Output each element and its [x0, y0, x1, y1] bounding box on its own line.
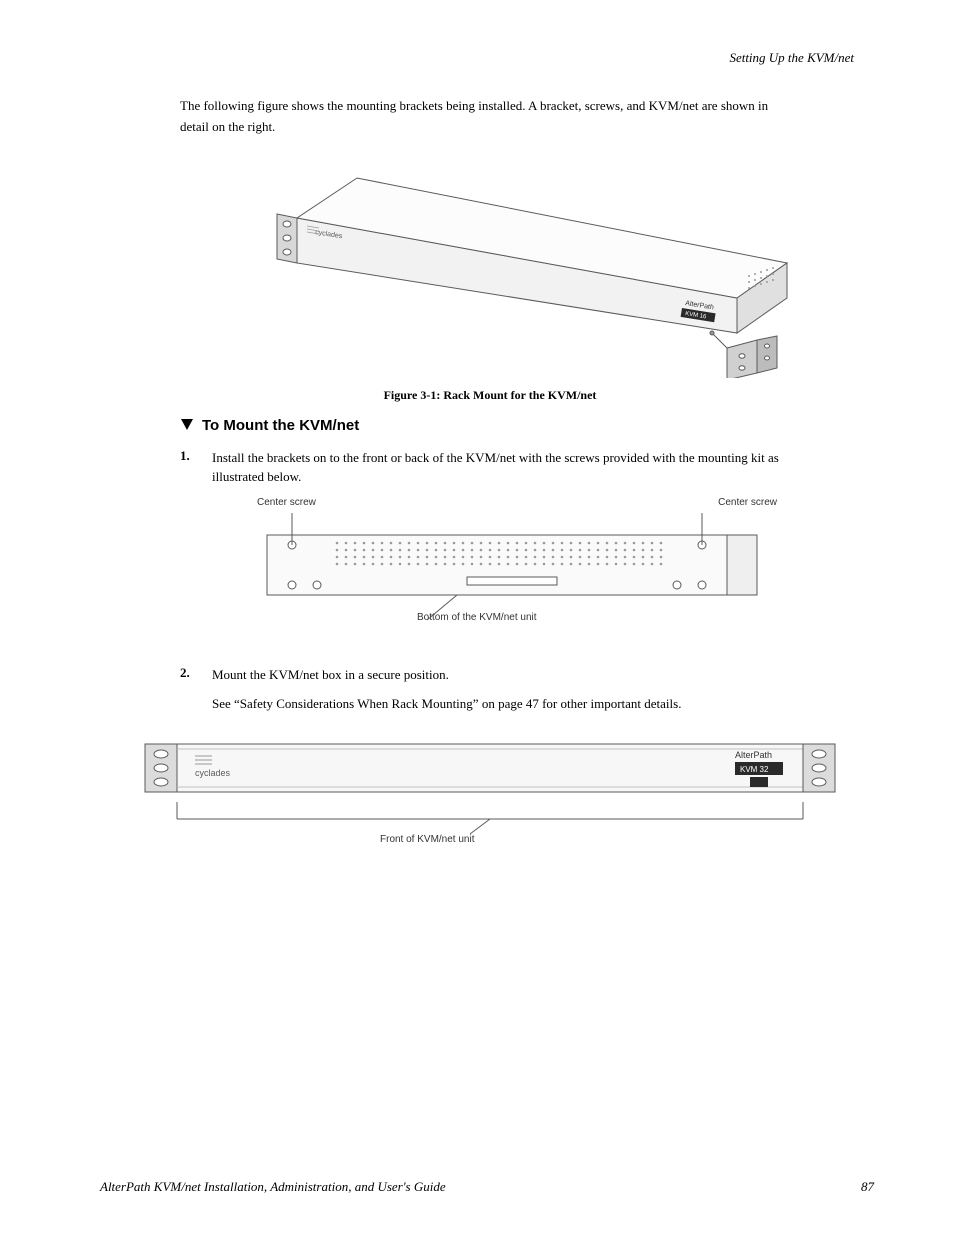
- procedure-heading-text: To Mount the KVM/net: [202, 417, 359, 434]
- running-header: Setting Up the KVM/net: [180, 50, 854, 66]
- figure-1-caption: Figure 3-1: Rack Mount for the KVM/net: [180, 388, 800, 403]
- figure-2-wrap: Center screw Center screw Bottom of the …: [217, 497, 837, 657]
- step-2-number: 2.: [180, 665, 198, 681]
- figure-1-wrap: cyclades AlterPath KVM 16: [180, 158, 874, 378]
- step-1-row: 1. Install the brackets on to the front …: [180, 448, 874, 487]
- triangle-icon: [180, 418, 194, 432]
- callout-front-unit: Front of KVM/net unit: [380, 834, 475, 845]
- figure-1-svg: cyclades AlterPath KVM 16: [237, 158, 817, 378]
- fig3-brand-left: cyclades: [195, 768, 231, 778]
- figure-3-wrap: cyclades AlterPath KVM 32 Front of KVM/n…: [140, 724, 840, 854]
- step-2-text: Mount the KVM/net box in a secure positi…: [212, 665, 449, 685]
- page-footer: AlterPath KVM/net Installation, Administ…: [100, 1179, 874, 1195]
- figure-2-svg: [257, 505, 797, 655]
- step-1-number: 1.: [180, 448, 198, 464]
- intro-paragraph: The following figure shows the mounting …: [180, 96, 800, 138]
- fig3-model-badge: KVM 32: [740, 765, 769, 774]
- step-1-text: Install the brackets on to the front or …: [212, 448, 792, 487]
- fig3-label-right: AlterPath: [735, 750, 772, 760]
- procedure-heading: To Mount the KVM/net: [180, 417, 874, 434]
- figure-3-svg: cyclades AlterPath KVM 32: [140, 724, 840, 844]
- footer-page-number: 87: [861, 1179, 874, 1195]
- step-2-indent: See “Safety Considerations When Rack Mou…: [212, 694, 792, 714]
- footer-doc-title: AlterPath KVM/net Installation, Administ…: [100, 1179, 446, 1195]
- step-2-row: 2. Mount the KVM/net box in a secure pos…: [180, 665, 874, 685]
